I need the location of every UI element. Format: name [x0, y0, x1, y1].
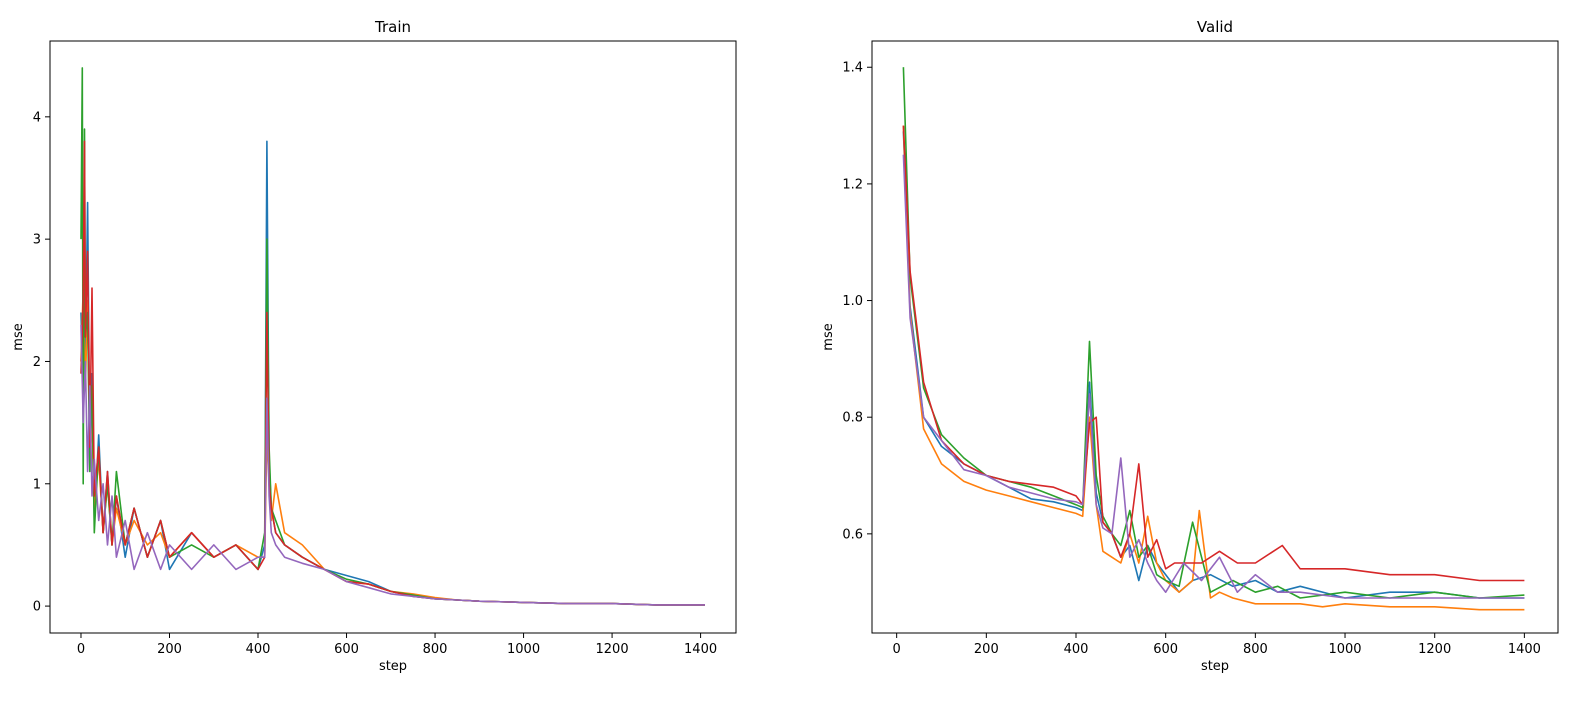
train-series-line-3: [80, 67, 705, 606]
train-xtick-label: 1000: [507, 642, 540, 657]
train-xtick-label: 400: [246, 642, 271, 657]
valid-xtick-label: 600: [1153, 642, 1178, 657]
valid-series-line-5: [902, 154, 1525, 599]
valid-xlabel: step: [1201, 659, 1229, 674]
valid-xtick-label: 200: [974, 642, 999, 657]
train-panel: Train step mse 0 200 400 600 800 1000 1200 1400…: [11, 18, 737, 674]
valid-series-line-4: [902, 125, 1525, 582]
valid-ytick-label: 1.0: [842, 294, 863, 309]
train-xlabel: step: [379, 659, 407, 674]
train-xtick-label: 200: [157, 642, 182, 657]
valid-xtick-label: 0: [893, 642, 901, 657]
train-series-line-1: [80, 140, 705, 606]
valid-series-group: [902, 67, 1525, 611]
valid-ytick-label: 0.8: [842, 411, 863, 426]
train-series-line-4: [80, 140, 705, 606]
train-xtick-label: 800: [423, 642, 448, 657]
valid-ytick-label: 0.6: [842, 527, 863, 542]
train-ytick-label: 4: [33, 110, 41, 125]
train-ytick-label: 3: [33, 233, 41, 248]
valid-ticks: 0 200 400 600 800 1000 1200 1400 0.6 0.8 1.0 1.2 1.4: [842, 61, 1541, 657]
valid-xtick-label: 800: [1243, 642, 1268, 657]
train-plot-frame: [49, 40, 737, 634]
train-xtick-label: 1200: [596, 642, 629, 657]
valid-series-line-2: [902, 125, 1525, 611]
valid-series-line-3: [902, 67, 1525, 599]
train-ylabel: mse: [11, 323, 26, 350]
train-ytick-label: 0: [33, 600, 41, 615]
train-ticks: 0 200 400 600 800 1000 1200 1400 0 1 2 3 4: [33, 110, 717, 657]
valid-title: Valid: [1197, 18, 1233, 36]
train-ytick-label: 2: [33, 355, 41, 370]
valid-xtick-label: 1000: [1328, 642, 1361, 657]
valid-ytick-label: 1.4: [842, 61, 863, 76]
valid-xtick-label: 1200: [1418, 642, 1451, 657]
valid-plot-frame: [871, 40, 1559, 634]
valid-panel: Valid step mse 0 200 400 600 800 1000 1200 1400…: [821, 18, 1559, 674]
train-xtick-label: 0: [77, 642, 85, 657]
valid-ylabel: mse: [821, 323, 836, 350]
valid-series-line-1: [902, 131, 1525, 599]
train-title: Train: [374, 18, 411, 36]
train-ytick-label: 1: [33, 477, 41, 492]
valid-ytick-label: 1.2: [842, 177, 863, 192]
train-xtick-label: 1400: [684, 642, 717, 657]
train-series-line-2: [80, 287, 705, 606]
train-series-group: [80, 67, 705, 606]
valid-xtick-label: 1400: [1508, 642, 1541, 657]
train-series-line-5: [80, 324, 705, 606]
valid-xtick-label: 400: [1064, 642, 1089, 657]
train-xtick-label: 600: [334, 642, 359, 657]
